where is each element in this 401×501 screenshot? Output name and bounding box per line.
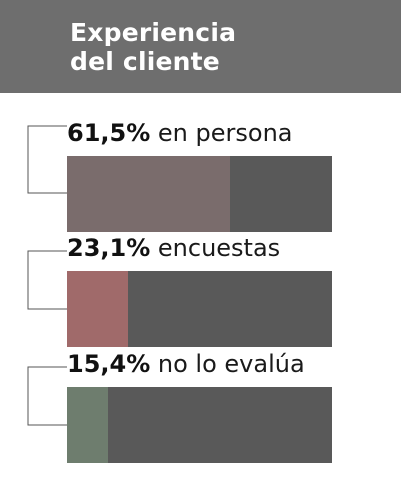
bar-track xyxy=(67,387,332,463)
data-label: 15,4% xyxy=(67,350,151,378)
header-banner: Experiencia del cliente xyxy=(0,0,401,93)
bar xyxy=(67,387,108,463)
bar-label: 61,5% en persona xyxy=(67,118,292,148)
bar-label: 15,4% no lo evalúa xyxy=(67,349,305,379)
bar-track xyxy=(67,156,332,232)
category-label: en persona xyxy=(157,119,293,147)
bar xyxy=(67,156,230,232)
category-label: no lo evalúa xyxy=(157,350,305,378)
category-label: encuestas xyxy=(157,234,281,262)
data-label: 23,1% xyxy=(67,234,151,262)
chart-title: Experiencia del cliente xyxy=(70,18,236,76)
title-line-2: del cliente xyxy=(70,47,220,76)
bar-row-en-persona: 61,5% en persona xyxy=(0,118,401,233)
bar-row-no-lo-evalua: 15,4% no lo evalúa xyxy=(0,349,401,464)
data-label: 61,5% xyxy=(67,119,151,147)
bar xyxy=(67,271,129,347)
bar-label: 23,1% encuestas xyxy=(67,233,280,263)
bar-row-encuestas: 23,1% encuestas xyxy=(0,233,401,348)
title-line-1: Experiencia xyxy=(70,18,237,47)
bar-track xyxy=(67,271,332,347)
